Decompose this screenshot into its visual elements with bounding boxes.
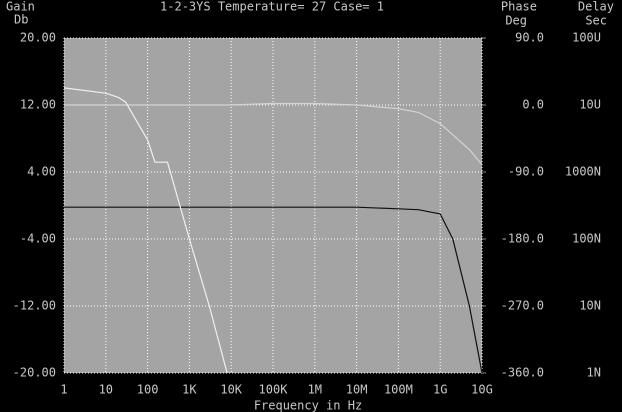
x-tick-label: 10 — [99, 383, 113, 397]
y3-tick-label: 1000N — [565, 165, 601, 179]
y2-tick-label: -90.0 — [508, 165, 544, 179]
y-tick-label: -12.00 — [13, 299, 56, 313]
x-tick-label: 100K — [259, 383, 289, 397]
chart-title: 1-2-3YS Temperature= 27 Case= 1 — [160, 0, 384, 14]
series-line — [64, 102, 483, 165]
y2-title: Phase — [501, 0, 537, 14]
series-line — [63, 87, 228, 374]
y2-tick-label: -270.0 — [501, 299, 544, 313]
y3-tick-label: 100N — [572, 232, 601, 246]
plot-area — [64, 38, 482, 373]
y-tick-label: 20.00 — [20, 31, 56, 45]
y3-tick-label: 10U — [579, 98, 601, 112]
x-tick-label: 1K — [182, 383, 197, 397]
y2-tick-label: 0.0 — [522, 98, 544, 112]
y-title: Db — [14, 13, 28, 27]
x-tick-label: 10K — [220, 383, 242, 397]
x-tick-label: 100M — [384, 383, 413, 397]
x-tick-label: 10M — [346, 383, 368, 397]
y3-title: Delay — [578, 0, 614, 14]
x-tick-label: 100 — [137, 383, 159, 397]
y3-tick-label: 1N — [587, 366, 601, 380]
y-tick-label: -4.00 — [20, 232, 56, 246]
x-tick-label: 1 — [60, 383, 67, 397]
series-line — [64, 206, 483, 374]
y-tick-label: 12.00 — [20, 98, 56, 112]
x-tick-label: 10G — [471, 383, 493, 397]
y3-tick-label: 10N — [579, 299, 601, 313]
y-tick-label: -20.00 — [13, 366, 56, 380]
x-tick-label: 1G — [433, 383, 447, 397]
y2-tick-label: -180.0 — [501, 232, 544, 246]
y2-title: Deg — [505, 14, 527, 28]
x-axis-label: Frequency in Hz — [254, 399, 362, 412]
y3-title: Sec — [585, 14, 607, 28]
y2-tick-label: 90.0 — [515, 31, 544, 45]
y2-tick-label: -360.0 — [501, 366, 544, 380]
y3-tick-label: 100U — [572, 31, 601, 45]
y-tick-label: 4.00 — [27, 165, 56, 179]
y-title: Gain — [6, 0, 35, 14]
x-tick-label: 1M — [308, 383, 322, 397]
